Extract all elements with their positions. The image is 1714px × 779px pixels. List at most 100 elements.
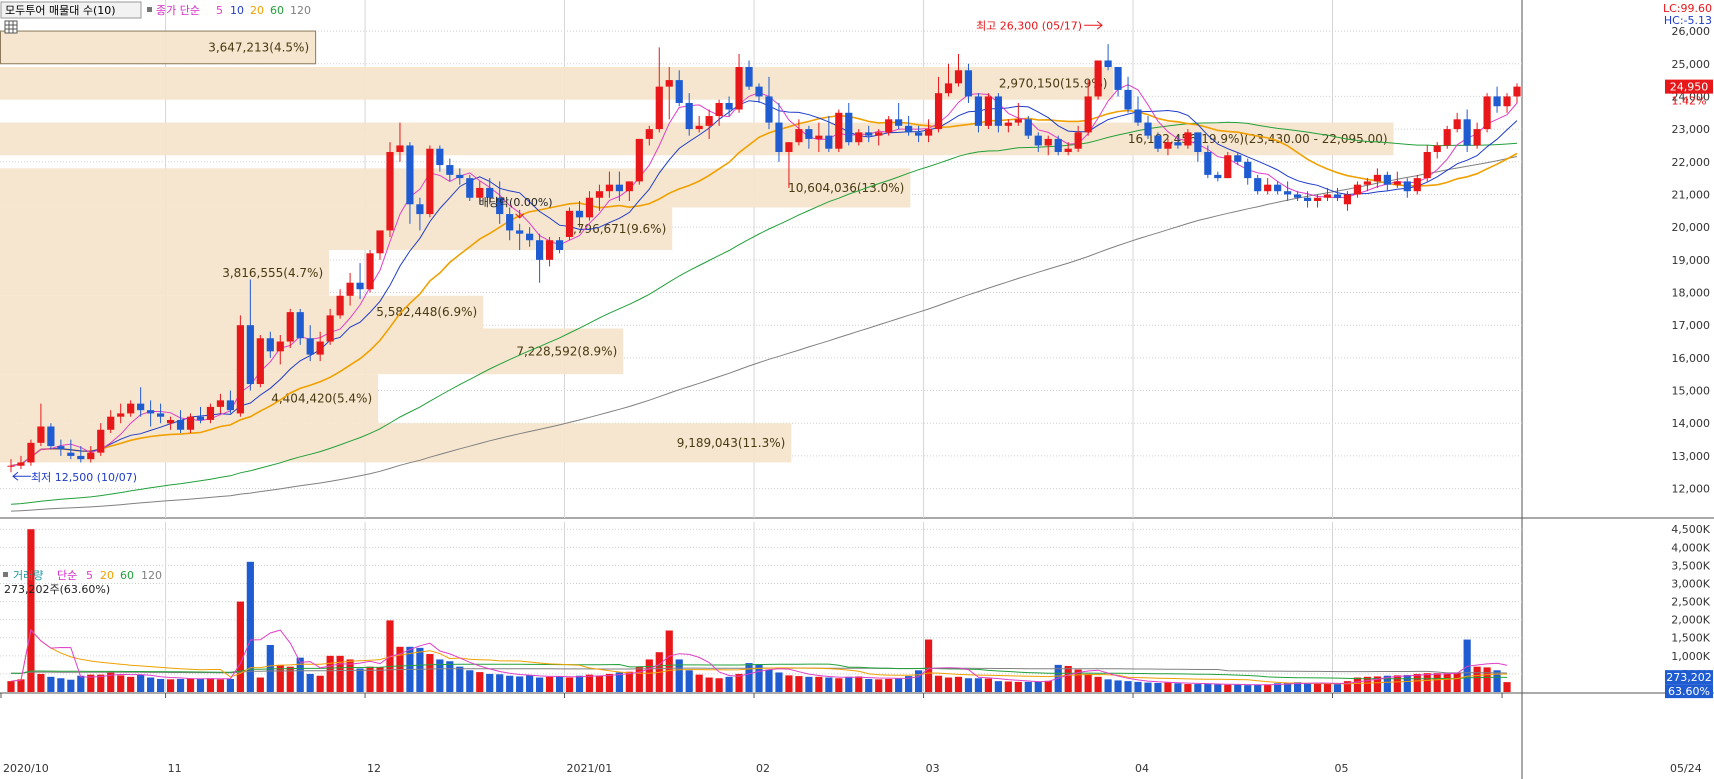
volume-bar[interactable] (815, 676, 823, 692)
volume-bar[interactable] (1094, 676, 1102, 692)
candle[interactable] (984, 93, 992, 130)
candle[interactable] (1174, 135, 1182, 149)
candle[interactable] (526, 227, 534, 247)
candle[interactable] (506, 207, 514, 241)
volume-bar[interactable] (1174, 683, 1182, 692)
volume-bar[interactable] (276, 664, 284, 692)
volume-bar[interactable] (97, 674, 105, 692)
volume-bar[interactable] (1104, 679, 1112, 692)
volume-bar[interactable] (795, 676, 803, 692)
candle[interactable] (775, 102, 783, 162)
candle[interactable] (97, 423, 105, 456)
volume-bar[interactable] (1224, 684, 1232, 692)
candle[interactable] (905, 116, 913, 136)
volume-bar[interactable] (765, 669, 773, 692)
volume-bar[interactable] (87, 674, 95, 692)
volume-bar[interactable] (565, 677, 574, 692)
volume-bar[interactable] (545, 676, 554, 692)
volume-bar[interactable] (984, 678, 992, 692)
candle[interactable] (296, 308, 304, 345)
volume-bar[interactable] (605, 673, 613, 692)
candle[interactable] (386, 142, 394, 237)
candle[interactable] (306, 325, 314, 362)
volume-bar[interactable] (645, 659, 653, 692)
candle[interactable] (1473, 122, 1481, 149)
candle[interactable] (316, 331, 324, 362)
volume-bar[interactable] (785, 675, 793, 692)
volume-bar[interactable] (625, 671, 633, 692)
candle[interactable] (655, 47, 663, 133)
candle[interactable] (1074, 125, 1082, 152)
volume-bar[interactable] (7, 681, 15, 692)
candle[interactable] (615, 171, 623, 202)
candle[interactable] (954, 53, 963, 87)
volume-bar[interactable] (915, 670, 923, 692)
volume-bar[interactable] (1383, 675, 1391, 692)
volume-bar[interactable] (974, 678, 983, 692)
candle[interactable] (725, 96, 733, 117)
candle[interactable] (705, 109, 713, 139)
volume-bar[interactable] (705, 677, 713, 692)
candle[interactable] (715, 99, 723, 126)
volume-bar[interactable] (137, 674, 145, 692)
candle[interactable] (555, 236, 564, 254)
volume-bar[interactable] (117, 675, 125, 692)
volume-bar[interactable] (1184, 684, 1192, 692)
volume-bar[interactable] (176, 678, 185, 692)
candle[interactable] (605, 171, 613, 198)
candle[interactable] (635, 138, 643, 185)
volume-bar[interactable] (516, 676, 524, 692)
candle[interactable] (595, 184, 604, 211)
candle[interactable] (1104, 44, 1112, 71)
volume-bar[interactable] (316, 675, 324, 692)
candle[interactable] (1323, 187, 1332, 202)
volume-bar[interactable] (236, 601, 244, 692)
candle[interactable] (426, 145, 434, 218)
volume-bar[interactable] (905, 676, 913, 692)
candle[interactable] (1274, 181, 1282, 195)
volume-bar[interactable] (555, 676, 564, 692)
volume-bar[interactable] (1473, 666, 1481, 692)
volume-bar[interactable] (1284, 682, 1292, 692)
volume-bar[interactable] (1024, 681, 1032, 692)
candle[interactable] (266, 331, 274, 358)
volume-bar[interactable] (436, 659, 444, 692)
candle[interactable] (974, 93, 983, 133)
candle[interactable] (885, 116, 893, 136)
volume-bar[interactable] (1363, 676, 1371, 692)
candle[interactable] (476, 181, 484, 205)
volume-bar[interactable] (107, 671, 115, 692)
candle[interactable] (545, 236, 554, 267)
candle[interactable] (1333, 187, 1342, 202)
volume-bar[interactable] (1403, 675, 1411, 692)
volume-bar[interactable] (226, 678, 234, 692)
volume-bar[interactable] (1443, 673, 1451, 692)
candle[interactable] (1244, 158, 1252, 185)
candle[interactable] (1443, 125, 1451, 149)
volume-bar[interactable] (865, 678, 873, 692)
candle[interactable] (845, 102, 853, 146)
volume-bar[interactable] (526, 675, 534, 692)
candle[interactable] (835, 109, 843, 152)
volume-bar[interactable] (1373, 676, 1381, 692)
volume-bar[interactable] (1343, 681, 1352, 692)
volume-bar[interactable] (366, 666, 374, 692)
candle[interactable] (875, 129, 883, 146)
candle[interactable] (895, 102, 903, 130)
candle[interactable] (67, 439, 75, 460)
volume-bar[interactable] (1503, 682, 1511, 692)
volume-bar[interactable] (615, 672, 623, 692)
volume-bar[interactable] (1463, 639, 1471, 692)
candle[interactable] (994, 93, 1002, 133)
candle[interactable] (1184, 129, 1192, 149)
candle[interactable] (236, 315, 244, 417)
volume-bar[interactable] (47, 676, 55, 692)
volume-bar[interactable] (1244, 685, 1252, 692)
volume-bar[interactable] (1034, 681, 1042, 692)
candle[interactable] (1044, 135, 1052, 156)
candle[interactable] (57, 439, 65, 456)
candle[interactable] (186, 413, 195, 434)
volume-bar[interactable] (1194, 684, 1202, 692)
volume-bar[interactable] (1313, 683, 1322, 692)
candle[interactable] (256, 334, 264, 388)
